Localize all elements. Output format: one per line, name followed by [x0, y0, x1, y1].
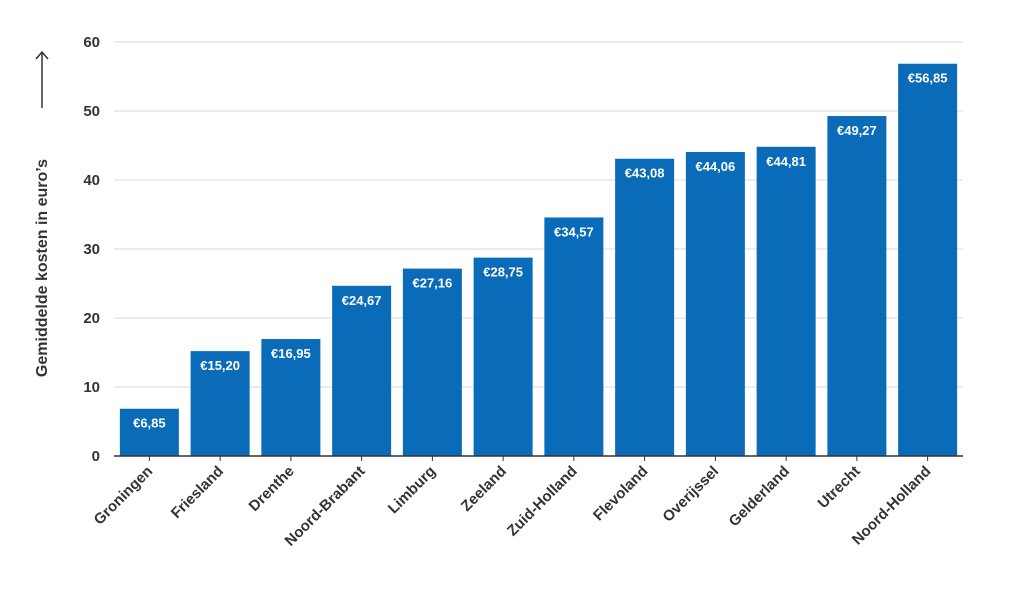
data-label: €24,67	[342, 293, 382, 308]
bar	[898, 63, 958, 457]
data-label: €44,06	[695, 159, 735, 174]
data-label: €27,16	[412, 276, 452, 291]
bar	[544, 217, 604, 456]
bar	[827, 116, 887, 457]
y-tick-label: 60	[83, 34, 100, 51]
x-tick-label: Limburg	[385, 463, 439, 517]
bar	[261, 339, 321, 456]
bars	[119, 63, 958, 457]
x-tick-label: Friesland	[168, 463, 227, 522]
y-tick-label: 20	[83, 310, 100, 327]
data-label: €28,75	[483, 265, 523, 280]
y-tick-label: 30	[83, 241, 100, 258]
x-tick-label: Groningen	[91, 463, 157, 529]
bar	[332, 285, 392, 456]
y-tick-label: 40	[83, 172, 100, 189]
data-label: €43,08	[625, 166, 665, 181]
y-axis-title-group: Gemiddelde kosten in euro’s	[34, 50, 51, 377]
data-label: €56,85	[908, 71, 948, 86]
y-axis-title: Gemiddelde kosten in euro’s	[34, 159, 51, 377]
bar	[119, 408, 179, 456]
x-tick-label: Flevoland	[590, 463, 652, 525]
x-tick-label: Utrecht	[815, 463, 864, 512]
x-tick-label: Overijssel	[659, 463, 722, 526]
x-tick-label: Zeeland	[458, 463, 510, 515]
arrow-up-icon	[35, 50, 49, 108]
gridlines	[114, 41, 963, 388]
bar	[685, 151, 745, 456]
y-tick-label: 0	[92, 448, 100, 465]
data-label: €15,20	[200, 358, 240, 373]
data-label: €44,81	[766, 154, 806, 169]
data-label: €6,85	[133, 416, 166, 431]
data-label: €16,95	[271, 346, 311, 361]
bar	[756, 146, 816, 456]
data-labels: €6,85 €15,20 €16,95 €24,67 €27,16 €28,75 €34,5…	[133, 71, 947, 431]
y-tick-label: 10	[83, 379, 100, 396]
x-tick-label: Drenthe	[246, 463, 298, 515]
y-tick-label: 50	[83, 103, 100, 120]
data-label: €34,57	[554, 224, 594, 239]
bar	[615, 158, 675, 457]
bar	[190, 351, 250, 456]
bar	[402, 268, 462, 456]
bar	[473, 257, 533, 456]
x-tick-label: Zuid-Holland	[504, 463, 581, 540]
data-label: €49,27	[837, 123, 877, 138]
y-axis-ticks: 0 10 20 30 40 50 60	[83, 34, 100, 465]
x-tick-label: Gelderland	[726, 463, 793, 530]
